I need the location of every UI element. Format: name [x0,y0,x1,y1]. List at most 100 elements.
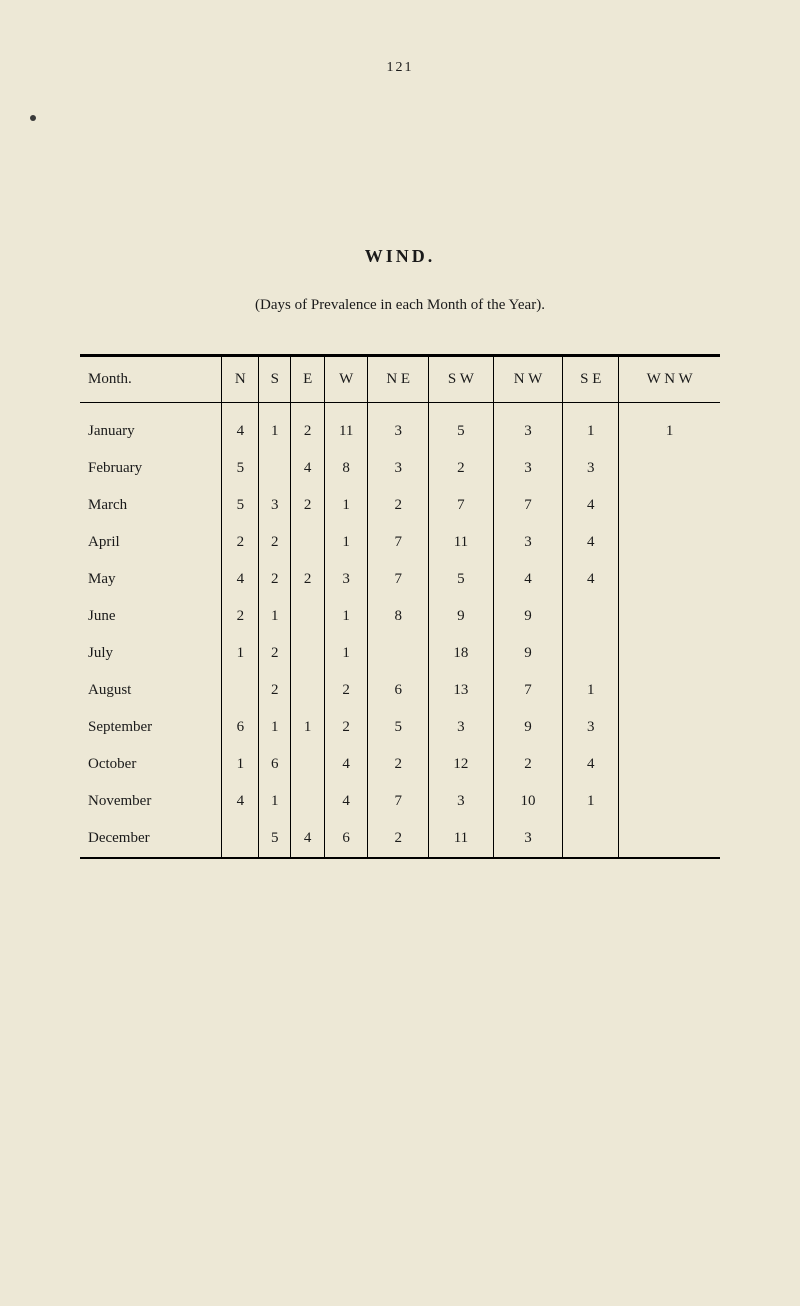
cell-value: 2 [291,487,325,524]
cell-value: 2 [222,598,259,635]
cell-value: 7 [493,672,562,709]
cell-value: 4 [493,561,562,598]
cell-value: 6 [259,746,291,783]
cell-value: 4 [222,403,259,451]
cell-month: August [80,672,222,709]
cell-value: 1 [619,403,720,451]
col-nw: N W [493,357,562,403]
cell-value: 4 [324,746,367,783]
cell-value: 4 [563,524,619,561]
cell-value: 1 [222,635,259,672]
cell-value: 3 [324,561,367,598]
cell-month: July [80,635,222,672]
cell-value: 11 [429,524,494,561]
cell-value: 3 [493,450,562,487]
cell-value: 3 [259,487,291,524]
cell-value: 9 [493,598,562,635]
cell-value: 3 [563,450,619,487]
cell-value: 2 [368,487,429,524]
cell-value [619,524,720,561]
cell-value: 9 [493,709,562,746]
cell-value: 5 [222,487,259,524]
cell-value: 12 [429,746,494,783]
cell-value [619,487,720,524]
cell-value: 4 [324,783,367,820]
cell-value: 1 [324,487,367,524]
cell-value: 11 [324,403,367,451]
cell-value: 2 [324,709,367,746]
cell-value: 2 [368,820,429,857]
cell-value: 3 [493,524,562,561]
cell-month: November [80,783,222,820]
cell-month: May [80,561,222,598]
cell-month: January [80,403,222,451]
cell-value: 6 [324,820,367,857]
cell-value: 7 [429,487,494,524]
cell-value: 4 [563,746,619,783]
cell-value: 2 [324,672,367,709]
table-row: September61125393 [80,709,720,746]
table-row: December5462113 [80,820,720,857]
cell-value: 9 [429,598,494,635]
cell-month: October [80,746,222,783]
cell-value: 7 [368,524,429,561]
cell-value [291,635,325,672]
cell-value: 3 [368,450,429,487]
cell-value: 4 [222,783,259,820]
page-number: 121 [80,60,720,76]
cell-value: 1 [222,746,259,783]
col-s: S [259,357,291,403]
cell-value: 3 [563,709,619,746]
table-row: April22171134 [80,524,720,561]
cell-value: 18 [429,635,494,672]
col-month: Month. [80,357,222,403]
cell-value [291,672,325,709]
cell-value: 1 [563,403,619,451]
cell-value: 1 [259,598,291,635]
cell-value: 4 [291,820,325,857]
cell-value: 1 [259,783,291,820]
cell-month: June [80,598,222,635]
col-e: E [291,357,325,403]
cell-value: 5 [429,561,494,598]
cell-value [619,450,720,487]
table-row: July121189 [80,635,720,672]
cell-value: 9 [493,635,562,672]
cell-month: December [80,820,222,857]
cell-value: 13 [429,672,494,709]
cell-value: 2 [291,403,325,451]
cell-value [291,598,325,635]
cell-value [563,635,619,672]
cell-value: 2 [429,450,494,487]
cell-value: 1 [563,672,619,709]
cell-value: 3 [429,709,494,746]
cell-value: 2 [493,746,562,783]
cell-value [619,783,720,820]
cell-value [563,820,619,857]
cell-value: 2 [259,672,291,709]
table-header: Month. N S E W N E S W N W S E W N W [80,357,720,403]
cell-month: April [80,524,222,561]
table-row: February5483233 [80,450,720,487]
cell-value [368,635,429,672]
cell-value: 1 [259,709,291,746]
table-row: March53212774 [80,487,720,524]
cell-value [259,450,291,487]
page-subtitle: (Days of Prevalence in each Month of the… [80,297,720,314]
cell-value: 7 [368,561,429,598]
cell-month: September [80,709,222,746]
cell-value [619,746,720,783]
table-row: November41473101 [80,783,720,820]
cell-value: 8 [368,598,429,635]
cell-value [619,709,720,746]
cell-value: 4 [222,561,259,598]
cell-value: 4 [563,561,619,598]
cell-value [563,598,619,635]
cell-value: 6 [222,709,259,746]
cell-value: 6 [368,672,429,709]
cell-value [222,820,259,857]
cell-value [619,598,720,635]
cell-value: 10 [493,783,562,820]
wind-table-wrap: Month. N S E W N E S W N W S E W N W Jan… [80,354,720,859]
cell-value: 5 [222,450,259,487]
